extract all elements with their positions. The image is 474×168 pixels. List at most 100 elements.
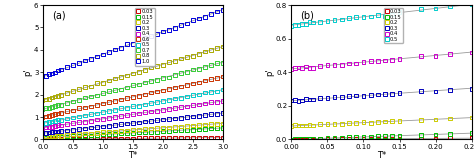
Point (302, 138, 310, 141)
Point (165, 76, 173, 79)
Point (213, 127, 221, 130)
Point (165, 118, 173, 121)
Point (317, 137, 324, 140)
Point (396, 137, 403, 140)
Point (183, 129, 191, 131)
Point (51, 135, 58, 137)
Point (39, 137, 46, 139)
Point (418, 134, 425, 137)
Point (219, 122, 227, 125)
Point (123, 107, 130, 110)
Point (42, 75, 49, 77)
Point (129, 137, 137, 140)
Point (177, 85, 185, 88)
Point (288, 124, 295, 127)
Point (42, 126, 49, 129)
Point (288, 99, 295, 102)
Point (75, 107, 82, 109)
Point (396, 10, 403, 13)
Point (69, 133, 76, 136)
Point (381, 120, 389, 123)
Point (306, 67, 313, 69)
Point (81, 96, 89, 99)
Point (331, 123, 338, 125)
Point (374, 93, 382, 96)
Point (299, 99, 306, 102)
Point (195, 68, 203, 70)
Point (63, 92, 71, 95)
Point (171, 59, 179, 62)
Point (141, 137, 148, 140)
Point (135, 112, 143, 115)
Point (213, 123, 221, 125)
Point (171, 137, 179, 139)
Point (48, 136, 55, 139)
Point (81, 59, 89, 62)
Point (147, 120, 155, 123)
Point (353, 62, 360, 65)
Point (141, 131, 148, 134)
Point (201, 66, 209, 68)
Point (291, 124, 299, 127)
Point (69, 109, 76, 112)
Point (81, 134, 89, 137)
Point (446, 117, 454, 120)
Point (195, 124, 203, 126)
Point (360, 16, 367, 18)
Point (39, 132, 46, 135)
Point (201, 102, 209, 105)
Point (57, 138, 64, 140)
Point (165, 28, 173, 31)
Point (177, 24, 185, 27)
Point (189, 104, 197, 107)
Point (159, 100, 167, 102)
Point (299, 138, 306, 140)
Point (57, 124, 64, 127)
Point (324, 97, 331, 100)
Point (51, 136, 58, 139)
Point (291, 99, 299, 102)
Point (165, 87, 173, 90)
Point (374, 121, 382, 123)
Point (141, 120, 148, 123)
Point (63, 134, 71, 136)
Point (147, 131, 155, 133)
Point (42, 132, 49, 134)
Point (153, 65, 161, 67)
Point (54, 124, 62, 127)
Point (288, 68, 295, 70)
Point (51, 130, 58, 133)
Point (57, 134, 64, 137)
Point (367, 60, 374, 63)
Point (306, 98, 313, 101)
Point (159, 76, 167, 79)
X-axis label: T*: T* (128, 151, 137, 160)
Point (213, 100, 221, 103)
Point (201, 15, 209, 18)
Point (99, 82, 107, 85)
Point (147, 127, 155, 130)
Point (159, 30, 167, 33)
Point (45, 73, 53, 76)
Point (468, 3, 474, 5)
Point (360, 121, 367, 124)
Point (389, 13, 396, 16)
Point (295, 138, 302, 141)
Point (201, 136, 209, 139)
Point (345, 136, 353, 138)
Point (207, 127, 215, 130)
Point (374, 60, 382, 63)
Point (153, 110, 161, 112)
Point (147, 110, 155, 113)
Point (87, 105, 94, 108)
Point (48, 72, 55, 75)
Point (69, 90, 76, 93)
Point (291, 138, 299, 141)
Point (291, 67, 299, 70)
Point (432, 55, 439, 57)
Point (177, 96, 185, 99)
Point (105, 130, 112, 133)
Point (201, 50, 209, 53)
Point (367, 135, 374, 138)
Point (69, 116, 76, 119)
